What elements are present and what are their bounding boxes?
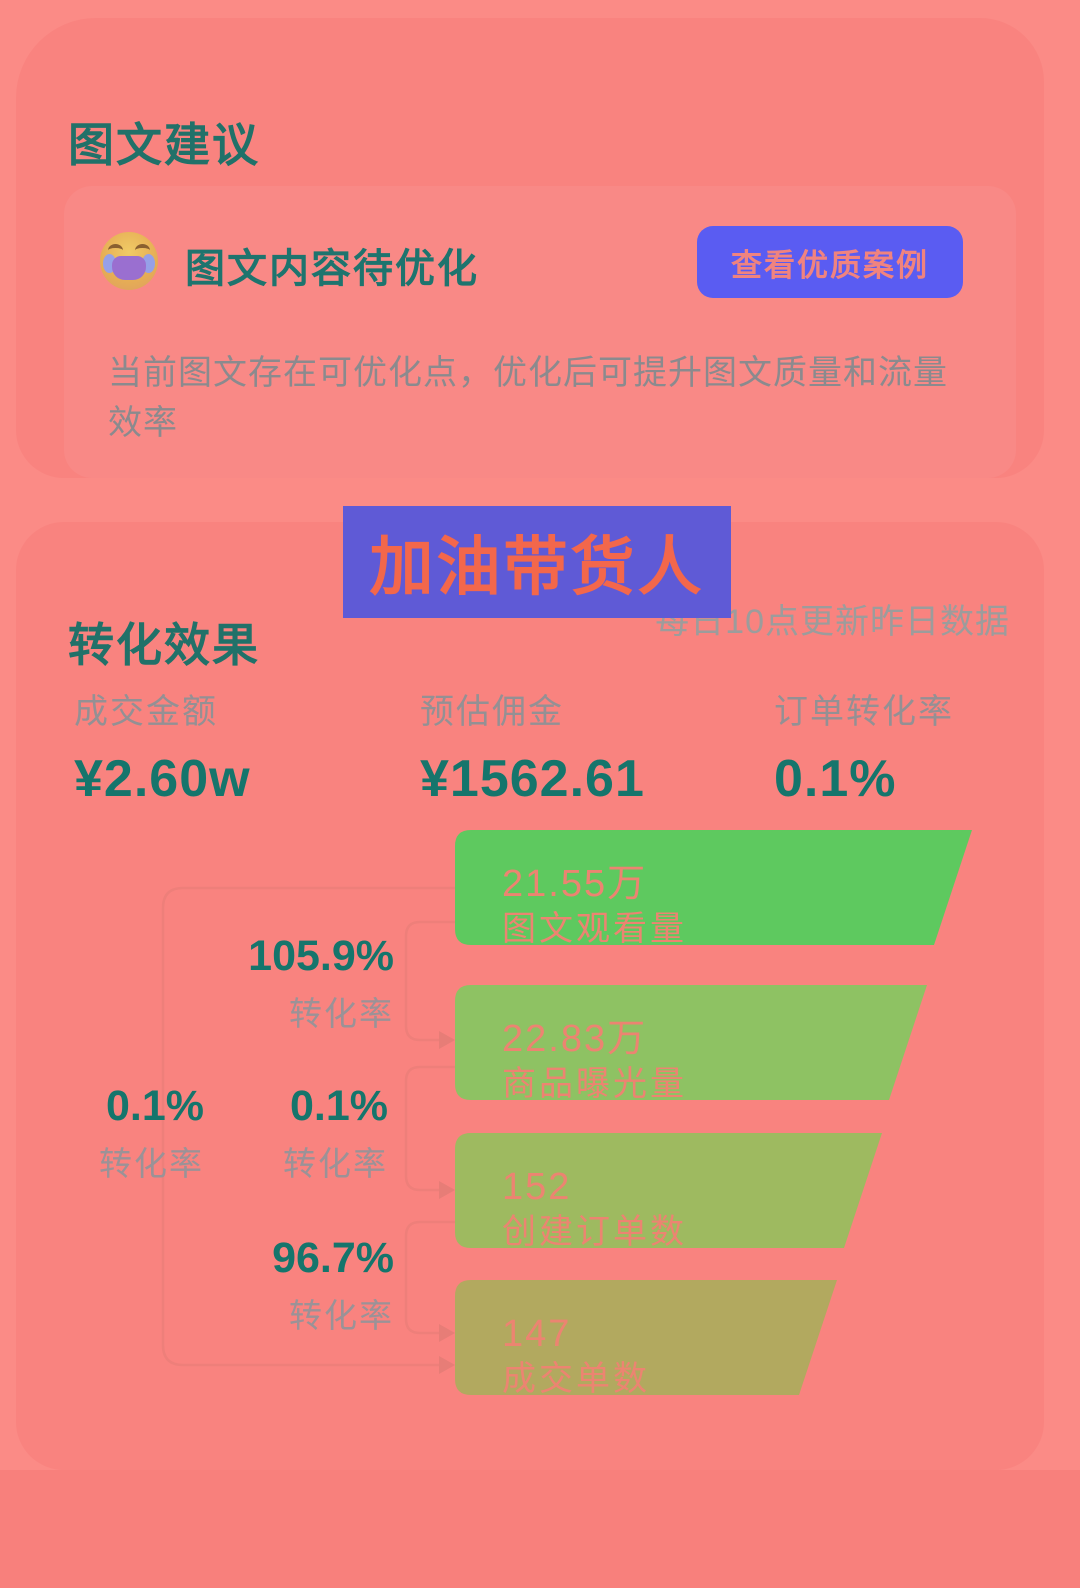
connector-s1-s2 xyxy=(404,920,455,1042)
suggestion-card: 图文建议 图文内容待优化 查看优质案例 当前图文存在可优化点，优化后可提升图文质… xyxy=(16,18,1044,478)
conversion-funnel-chart: 21.55万 图文观看量 22.83万 商品曝光量 152 创建订单数 147 … xyxy=(161,830,972,1398)
connector-s2-s3 xyxy=(404,1065,455,1192)
rate-value: 0.1% xyxy=(289,1082,388,1130)
funnel-stage-orders-created xyxy=(455,1133,882,1248)
conversion-rate-orders-to-completed: 96.7% 转化率 xyxy=(176,1234,394,1337)
conversion-section-title: 转化效果 xyxy=(68,618,260,671)
rate-label: 转化率 xyxy=(289,1297,394,1334)
rate-label: 转化率 xyxy=(289,995,394,1032)
funnel-stage-views xyxy=(455,830,972,945)
rate-value: 96.7% xyxy=(272,1234,394,1282)
watermark-banner: 加油带货人 xyxy=(343,506,731,618)
suggestion-inner-card: 图文内容待优化 查看优质案例 当前图文存在可优化点，优化后可提升图文质量和流量效… xyxy=(64,186,1016,478)
funnel-stage-value: 147 xyxy=(502,1313,571,1355)
stat-value: ¥1562.61 xyxy=(420,750,645,808)
arrow-icon xyxy=(439,1324,455,1342)
stat-label: 成交金额 xyxy=(74,693,218,731)
crying-face-emoji-icon xyxy=(100,232,158,290)
conversion-card: 每日10点更新昨日数据 转化效果 成交金额 ¥2.60w 预估佣金 ¥1562.… xyxy=(16,522,1044,1470)
arrow-icon xyxy=(439,1181,455,1199)
rate-label: 转化率 xyxy=(99,1145,204,1182)
stat-commission: 预估佣金 ¥1562.61 xyxy=(420,684,645,809)
conversion-rate-exposure-to-orders: 0.1% 转化率 xyxy=(176,1082,388,1185)
arrow-icon xyxy=(439,1356,455,1374)
emoji-mouth xyxy=(112,256,146,280)
rate-value: 0.1% xyxy=(105,1082,204,1130)
funnel-stage-exposure xyxy=(455,985,927,1100)
arrow-icon xyxy=(439,1031,455,1049)
funnel-stage-value: 21.55万 xyxy=(502,863,647,905)
rate-value: 105.9% xyxy=(248,932,394,980)
funnel-stage-orders-completed xyxy=(455,1280,837,1395)
funnel-stage-label: 图文观看量 xyxy=(502,910,687,948)
stat-label: 订单转化率 xyxy=(774,693,954,731)
conversion-rate-views-to-exposure: 105.9% 转化率 xyxy=(176,932,394,1035)
funnel-stage-label: 成交单数 xyxy=(502,1360,650,1398)
funnel-stage-label: 商品曝光量 xyxy=(502,1065,687,1103)
funnel-stage-label: 创建订单数 xyxy=(502,1213,687,1251)
stat-label: 预估佣金 xyxy=(420,693,564,731)
view-quality-cases-button[interactable]: 查看优质案例 xyxy=(697,226,963,298)
funnel-stage-value: 152 xyxy=(502,1166,571,1208)
conversion-rate-overall: 0.1% 转化率 xyxy=(46,1082,204,1185)
suggestion-description: 当前图文存在可优化点，优化后可提升图文质量和流量效率 xyxy=(108,354,948,442)
stat-order-conversion-rate: 订单转化率 0.1% xyxy=(774,684,954,809)
rate-label: 转化率 xyxy=(283,1145,388,1182)
suggestion-section-title: 图文建议 xyxy=(68,118,260,171)
stat-value: ¥2.60w xyxy=(74,750,251,808)
stat-value: 0.1% xyxy=(774,750,897,808)
connector-overall xyxy=(161,886,455,1367)
emoji-eye xyxy=(108,244,123,257)
connector-s3-s4 xyxy=(404,1220,455,1335)
funnel-stage-value: 22.83万 xyxy=(502,1018,647,1060)
stat-gmv: 成交金额 ¥2.60w xyxy=(74,684,251,809)
footer-strip xyxy=(0,1470,1080,1588)
suggestion-status-title: 图文内容待优化 xyxy=(185,247,479,291)
emoji-eye xyxy=(135,244,150,257)
watermark-text: 加油带货人 xyxy=(369,531,705,603)
